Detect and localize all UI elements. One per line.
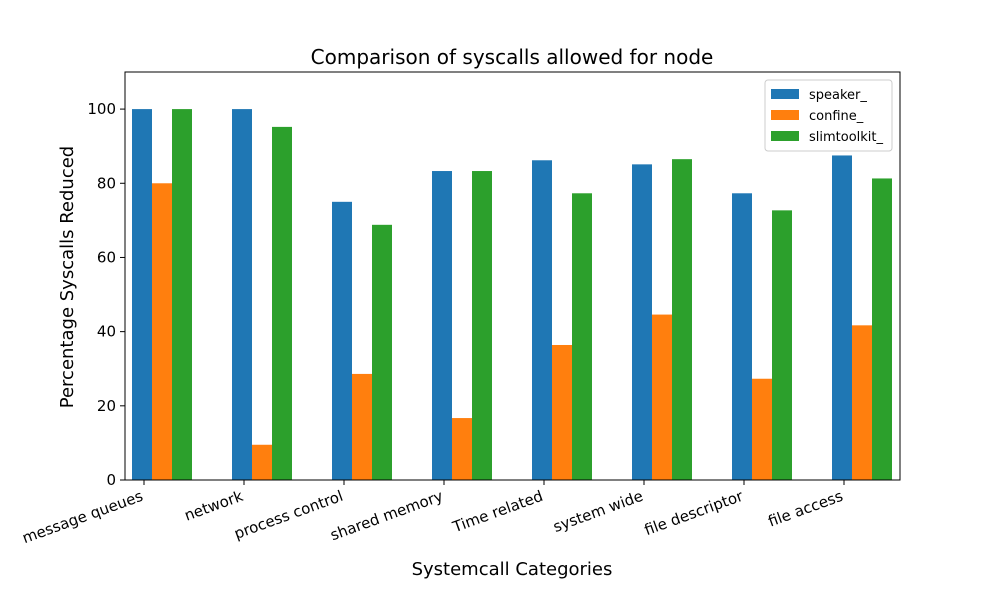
y-tick-label: 20	[97, 397, 116, 415]
x-tick-label: file access	[766, 487, 846, 531]
bar-speaker-0	[132, 109, 152, 480]
x-tick-label: Time related	[449, 487, 545, 537]
bar-slimtoolkit-6	[772, 210, 792, 480]
bar-slimtoolkit-0	[172, 109, 192, 480]
plot-frame	[124, 71, 901, 481]
legend-label-speaker: speaker_	[809, 88, 867, 103]
bar-speaker-7	[832, 155, 852, 481]
bar-confine-4	[552, 344, 572, 480]
x-tick-label: network	[182, 487, 246, 525]
x-axis-label: Systemcall Categories	[412, 559, 613, 580]
bar-speaker-4	[532, 160, 552, 480]
y-tick-label: 40	[97, 323, 116, 341]
bar-confine-6	[752, 378, 772, 480]
legend-swatch-slimtoolkit	[771, 131, 799, 141]
legend-label-slimtoolkit: slimtoolkit_	[809, 130, 884, 145]
y-tick-label: 80	[97, 174, 116, 192]
bar-confine-7	[852, 325, 872, 480]
bar-speaker-6	[732, 193, 752, 480]
bar-confine-2	[352, 373, 372, 480]
bar-slimtoolkit-4	[572, 193, 592, 480]
legend-swatch-speaker	[771, 89, 799, 99]
bar-slimtoolkit-7	[872, 178, 892, 480]
legend-label-confine: confine_	[809, 109, 864, 124]
bar-speaker-5	[632, 164, 652, 480]
bar-slimtoolkit-2	[372, 224, 392, 480]
legend: speaker_ confine_ slimtoolkit_	[764, 79, 893, 152]
bar-confine-1	[252, 444, 272, 480]
legend-swatch-confine	[771, 110, 799, 120]
x-tick-label: message queues	[20, 487, 146, 547]
y-tick-label: 60	[97, 248, 116, 266]
y-axis-label: Percentage Syscalls Reduced	[57, 146, 78, 408]
x-tick-label: file descriptor	[642, 487, 746, 540]
x-tick-label: system wide	[551, 487, 646, 536]
bar-slimtoolkit-5	[672, 159, 692, 480]
bar-speaker-1	[232, 109, 252, 480]
chart-title: Comparison of syscalls allowed for node	[311, 45, 714, 69]
bar-confine-0	[152, 183, 172, 481]
bar-speaker-3	[432, 171, 452, 481]
bar-confine-5	[652, 314, 672, 480]
x-tick-label: shared memory	[328, 487, 446, 545]
bar-slimtoolkit-1	[272, 126, 292, 481]
y-tick-label: 0	[106, 471, 116, 489]
bar-confine-3	[452, 418, 472, 480]
bar-speaker-2	[332, 201, 352, 480]
x-tick-label: process control	[232, 487, 346, 543]
y-tick-label: 100	[87, 100, 116, 118]
bar-slimtoolkit-3	[472, 171, 492, 481]
